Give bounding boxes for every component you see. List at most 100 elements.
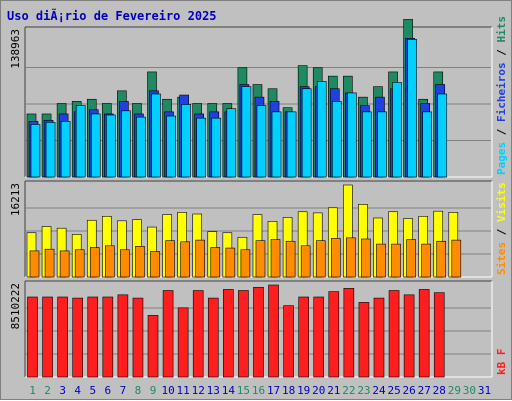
bar-pages-day-27 (422, 111, 432, 178)
bar-sites-day-26 (406, 239, 416, 278)
legend-visits: Visits (495, 182, 508, 222)
bar-sites-day-22 (346, 237, 356, 278)
bar-kbytes-day-22 (343, 288, 355, 378)
legend-separator: / (495, 222, 508, 242)
bar-kbytes-day-23 (358, 302, 370, 378)
day-label-24: 24 (372, 384, 386, 397)
bar-sites-day-8 (135, 246, 145, 278)
bar-sites-day-13 (210, 247, 221, 278)
bar-kbytes-day-20 (313, 296, 325, 378)
bar-sites-day-4 (74, 249, 85, 278)
day-label-3: 3 (59, 384, 66, 397)
day-axis-labels: 1 2 3 4 5 6 7 8 9 10 11 12 13 14 15 16 17 18 19 20 21 22 23 24 2… (29, 384, 491, 397)
bar-kbytes-day-26 (403, 294, 415, 378)
legend-hits-files-pages: Pages / Ficheiros / Hits (495, 16, 508, 175)
bar-pages-day-28 (437, 93, 448, 178)
chart-title: Uso diÃ¡rio de Fevereiro 2025 (7, 8, 217, 23)
bar-pages-day-12 (196, 117, 207, 178)
bar-pages-day-23 (362, 111, 372, 178)
day-label-5: 5 (89, 384, 96, 397)
bar-sites-day-28 (436, 240, 447, 278)
bar-sites-day-11 (180, 241, 190, 278)
bar-pages-day-9 (151, 93, 161, 178)
day-label-6: 6 (105, 384, 112, 397)
bar-pages-day-6 (106, 114, 116, 178)
legend-kbytes: kB F (495, 349, 508, 376)
day-label-10: 10 (161, 384, 174, 397)
day-label-25: 25 (387, 384, 400, 397)
legend-hits: Hits (495, 16, 508, 43)
day-label-21: 21 (327, 384, 340, 397)
day-label-15: 15 (237, 384, 250, 397)
bar-sites-day-3 (59, 250, 70, 278)
bar-kbytes-day-6 (102, 296, 114, 378)
bar-pages-day-10 (166, 115, 176, 178)
day-label-23: 23 (357, 384, 370, 397)
day-label-28: 28 (433, 384, 446, 397)
day-label-8: 8 (135, 384, 142, 397)
bar-sites-day-21 (330, 238, 341, 278)
bar-sites-day-6 (105, 245, 115, 278)
bar-pages-day-18 (286, 111, 297, 178)
panel-kbytes: 8510222 kB F (9, 280, 508, 378)
bar-pages-day-24 (377, 111, 387, 178)
bar-pages-day-8 (136, 116, 146, 178)
legend-pages: Pages (495, 142, 508, 175)
bar-sites-day-17 (270, 239, 281, 278)
y-max-label: 138963 (9, 29, 22, 69)
bar-sites-day-15 (240, 249, 251, 278)
bar-pages-day-5 (90, 113, 101, 178)
legend-visits-sites: Sites / Visits (495, 182, 508, 275)
bar-sites-day-12 (195, 239, 206, 278)
bar-sites-day-10 (165, 240, 175, 278)
day-label-12: 12 (192, 384, 205, 397)
bar-sites-day-24 (376, 243, 386, 278)
bar-pages-day-17 (271, 111, 282, 178)
day-label-27: 27 (418, 384, 431, 397)
bar-kbytes-day-18 (283, 305, 294, 378)
day-label-11: 11 (177, 384, 190, 397)
bar-sites-day-9 (150, 251, 160, 278)
bar-kbytes-day-5 (87, 296, 99, 378)
bar-kbytes-day-13 (207, 297, 219, 378)
bar-pages-day-16 (256, 105, 267, 178)
day-label-13: 13 (207, 384, 220, 397)
bar-kbytes-day-2 (42, 296, 53, 378)
bar-kbytes-day-4 (72, 297, 83, 378)
panel-hits-files-pages: 138963 Pages / Ficheiros / Hits (9, 16, 508, 178)
bar-sites-day-1 (29, 250, 40, 278)
day-label-30: 30 (463, 384, 476, 397)
bar-pages-day-25 (392, 82, 402, 178)
bar-pages-day-26 (407, 39, 417, 178)
bar-kbytes-day-14 (223, 289, 234, 378)
y-max-label: 8510222 (9, 283, 22, 329)
bar-pages-day-7 (121, 110, 131, 178)
day-label-4: 4 (74, 384, 81, 397)
day-label-7: 7 (120, 384, 127, 397)
legend-separator: / (495, 122, 508, 142)
day-label-20: 20 (312, 384, 325, 397)
day-label-19: 19 (297, 384, 310, 397)
day-label-2: 2 (44, 384, 51, 397)
bar-kbytes-day-28 (433, 292, 445, 378)
day-label-17: 17 (267, 384, 280, 397)
legend-separator: / (495, 43, 508, 63)
day-label-22: 22 (342, 384, 355, 397)
bar-kbytes-day-3 (57, 296, 68, 378)
bar-sites-day-7 (120, 249, 130, 278)
bar-kbytes-day-15 (238, 290, 249, 378)
bar-pages-day-1 (30, 124, 41, 178)
bar-sites-day-16 (255, 240, 266, 278)
bar-kbytes-day-24 (373, 297, 385, 378)
bar-kbytes-day-27 (418, 289, 430, 378)
bar-pages-day-21 (331, 101, 342, 178)
bar-sites-day-19 (300, 245, 311, 278)
bar-sites-day-23 (361, 238, 371, 278)
bar-pages-day-2 (45, 122, 56, 178)
bar-kbytes-day-9 (147, 315, 159, 378)
bar-sites-day-2 (44, 248, 55, 278)
y-max-label: 16213 (9, 183, 22, 216)
day-label-1: 1 (29, 384, 36, 397)
